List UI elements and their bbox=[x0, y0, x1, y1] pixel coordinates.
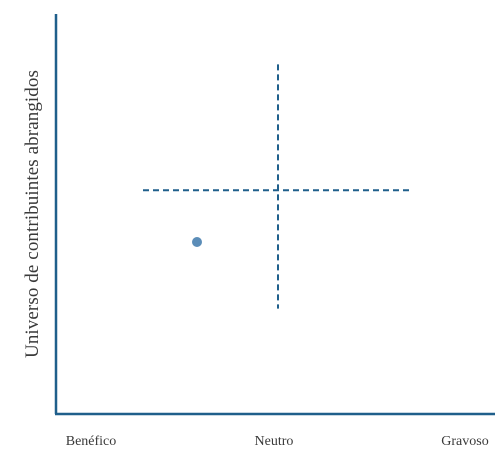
reference-lines bbox=[143, 64, 413, 309]
x-tick-label-neutro: Neutro bbox=[254, 434, 294, 449]
y-axis-label: Universo de contribuintes abrangidos bbox=[22, 69, 43, 359]
x-tick-label-gravoso: Gravoso bbox=[441, 434, 489, 449]
chart-axes bbox=[54, 14, 495, 416]
data-point-0 bbox=[192, 237, 202, 247]
x-tick-label-benefico: Benéfico bbox=[65, 434, 117, 449]
data-points bbox=[192, 237, 202, 247]
